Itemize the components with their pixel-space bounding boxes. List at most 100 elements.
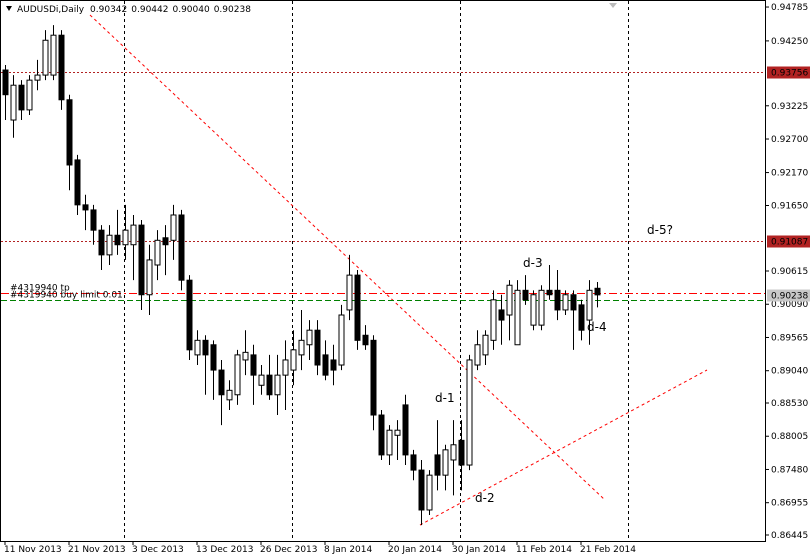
order-label: #4319940 buy limit 0.01 [10, 291, 123, 301]
candle-body [434, 454, 441, 476]
y-tick-label: 0.88530 [771, 399, 808, 409]
y-tick-label: 0.86445 [771, 531, 808, 541]
y-tick-label: 0.86955 [771, 499, 808, 509]
x-tick-label: 21 Nov 2013 [68, 545, 126, 555]
candle-body [242, 351, 249, 361]
candle-body [114, 234, 121, 246]
candle-body [194, 339, 201, 356]
candle-body [106, 234, 113, 256]
y-tick-label: 0.94250 [771, 37, 808, 47]
y-tick-label: 0.91650 [771, 201, 808, 211]
candle-body [578, 304, 585, 331]
price-label: 0.91087 [771, 238, 808, 248]
x-tick-label: 20 Jan 2014 [388, 545, 442, 555]
candle-body [522, 289, 529, 301]
candle-body [530, 294, 537, 326]
candle-body [50, 34, 57, 76]
y-tick-label: 0.90615 [771, 267, 808, 277]
ohlc-open: 0.90342 [90, 5, 127, 15]
y-tick-label: 0.87480 [771, 465, 808, 475]
candle-body [122, 229, 129, 246]
candle-body [514, 289, 521, 346]
candle-body [562, 294, 569, 311]
y-tick-label: 0.92700 [771, 135, 808, 145]
x-tick-label: 3 Dec 2013 [132, 545, 184, 555]
x-tick-label: 11 Feb 2014 [516, 545, 572, 555]
candle-body [146, 259, 153, 296]
candle-body [66, 99, 73, 166]
order-label: #4319940 tp [10, 284, 70, 294]
candle-body [218, 369, 225, 396]
candle-body [570, 294, 577, 311]
candle-body [234, 354, 241, 396]
candle-body [266, 374, 273, 396]
candle-body [362, 334, 369, 346]
x-tick-label: 26 Dec 2013 [260, 545, 318, 555]
candle-body [178, 214, 185, 281]
candle-body [306, 329, 313, 346]
y-tick-label: 0.93225 [771, 102, 808, 112]
header-icon [6, 6, 12, 11]
trend-line [419, 369, 708, 526]
candle-body [482, 334, 489, 356]
candle-body [34, 74, 41, 81]
candle-body [130, 224, 137, 246]
candle-body [58, 34, 65, 101]
annotation: d-4 [587, 320, 607, 334]
x-tick-label: 13 Dec 2013 [196, 545, 254, 555]
x-tick-label: 11 Nov 2013 [4, 545, 62, 555]
price-label-bg [767, 66, 810, 79]
candle-body [322, 354, 329, 376]
candle-body [298, 339, 305, 356]
candle-body [450, 444, 457, 461]
candle-body [466, 359, 473, 466]
price-label: 0.93756 [771, 69, 808, 79]
candle-body [354, 274, 361, 341]
price-label-bg [767, 235, 810, 248]
candle-body [594, 287, 601, 296]
candle-body [290, 349, 297, 371]
candle-body [170, 214, 177, 241]
candle-body [442, 449, 449, 476]
candle-body [402, 404, 409, 456]
annotation: d-5? [647, 223, 673, 237]
x-tick-label: 8 Jan 2014 [324, 545, 372, 555]
candle-body [26, 79, 33, 111]
candle-body [154, 239, 161, 266]
candle-body [338, 314, 345, 366]
candle-body [162, 237, 169, 246]
candle-body [394, 429, 401, 436]
annotation: d-3 [523, 256, 543, 270]
y-tick-label: 0.92170 [771, 169, 808, 179]
candle-body [186, 279, 193, 351]
ohlc-high: 0.90442 [131, 5, 168, 15]
candle-body [378, 414, 385, 456]
candle-body [210, 344, 217, 371]
candle-body [74, 159, 81, 206]
candle-body [386, 429, 393, 456]
candle-body [42, 39, 49, 76]
y-tick-label: 0.94785 [771, 3, 808, 13]
candle-body [498, 309, 505, 321]
candle-body [18, 84, 25, 111]
candle-body [370, 339, 377, 416]
candle-body [314, 329, 321, 366]
symbol: AUDUSDi,Daily [17, 5, 85, 15]
candle-body [538, 289, 545, 326]
current-price-label: 0.90238 [771, 292, 808, 302]
candle-body [90, 209, 97, 231]
candle-body [282, 359, 289, 376]
x-tick-label: 30 Jan 2014 [452, 545, 506, 555]
candle-body [546, 289, 553, 296]
candle-body [410, 454, 417, 471]
candle-body [258, 374, 265, 386]
candle-body [274, 374, 281, 396]
y-tick-label: 0.88005 [771, 432, 808, 442]
candle-body [490, 299, 497, 341]
annotation: d-2 [475, 491, 495, 505]
candle-body [82, 204, 89, 211]
shift-marker [609, 3, 617, 8]
vertical-grid [124, 1, 629, 541]
plot-frame [0, 0, 766, 542]
